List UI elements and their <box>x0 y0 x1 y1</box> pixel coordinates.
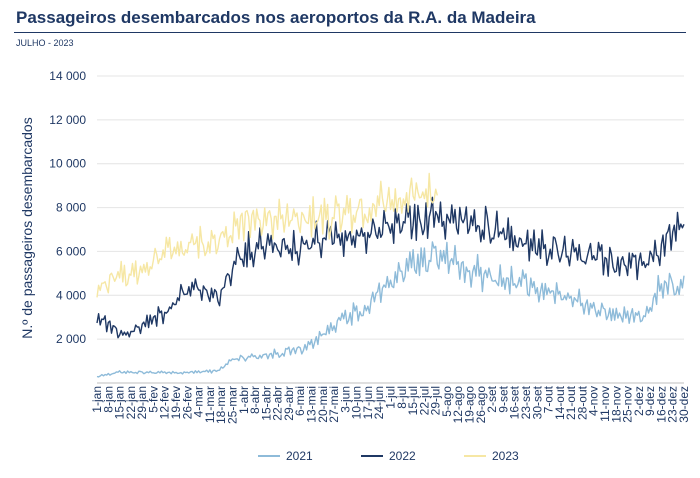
y-tick-label: 6 000 <box>56 244 86 258</box>
x-tick-label: 18-mar <box>214 386 228 424</box>
x-tick-label: 5-ago <box>440 386 454 417</box>
x-tick-label: 29-jan <box>135 386 149 419</box>
y-tick-label: 4 000 <box>56 288 86 302</box>
x-tick-label: 28-out <box>575 385 589 420</box>
x-tick-label: 26-ago <box>474 386 488 424</box>
x-tick-label: 8-abr <box>248 386 262 414</box>
series-line-2023 <box>96 172 438 298</box>
x-tick-label: 18-nov <box>609 386 623 423</box>
series-lines <box>96 172 685 378</box>
y-axis-ticks: 2 000 4 000 6 000 8 000 10 000 12 000 14 000 <box>49 69 86 346</box>
x-tick-label: 1-jan <box>90 386 104 413</box>
x-tick-label: 30-set <box>530 385 544 419</box>
x-tick-label: 22-jul <box>417 386 431 415</box>
x-tick-label: 2-dez <box>632 386 646 416</box>
chart-title: Passageiros desembarcados nos aeroportos… <box>16 8 536 27</box>
x-tick-label: 27-mai <box>327 386 341 423</box>
x-tick-label: 15-jan <box>113 386 127 419</box>
x-tick-label: 3-jun <box>338 386 352 413</box>
x-tick-label: 1-jul <box>384 386 398 409</box>
x-tick-label: 15-jul <box>406 386 420 415</box>
x-tick-label: 10-jun <box>350 386 364 419</box>
x-tick-label: 4-mar <box>192 386 206 417</box>
x-tick-label: 15-abr <box>259 386 273 421</box>
x-tick-label: 30-dez <box>677 386 691 423</box>
x-tick-label: 25-nov <box>621 386 635 423</box>
x-tick-label: 16-set <box>508 385 522 419</box>
x-tick-label: 9-set <box>496 385 510 412</box>
x-tick-label: 19-ago <box>463 386 477 424</box>
series-line-2021 <box>96 241 685 378</box>
x-tick-label: 17-jun <box>361 386 375 419</box>
x-tick-label: 9-dez <box>643 386 657 416</box>
x-tick-label: 23-set <box>519 385 533 419</box>
x-tick-label: 22-jan <box>124 386 138 419</box>
x-tick-label: 11-nov <box>598 386 612 422</box>
chart-subtitle: JULHO - 2023 <box>16 38 74 48</box>
legend-label: 2023 <box>492 449 519 463</box>
legend-label: 2022 <box>389 449 416 463</box>
title-divider <box>14 32 686 33</box>
legend-label: 2021 <box>286 449 313 463</box>
y-tick-label: 8 000 <box>56 201 86 215</box>
x-tick-label: 22-abr <box>271 386 285 421</box>
x-tick-label: 13-mai <box>304 386 318 423</box>
x-tick-label: 29-abr <box>282 386 296 421</box>
x-tick-label: 20-mai <box>316 386 330 423</box>
x-tick-label: 21-out <box>564 385 578 420</box>
x-tick-label: 12-fev <box>158 386 172 419</box>
y-tick-label: 2 000 <box>56 332 86 346</box>
y-tick-label: 14 000 <box>49 69 86 83</box>
x-tick-label: 25-mar <box>225 386 239 424</box>
x-tick-label: 1-abr <box>237 386 251 414</box>
x-tick-label: 16-dez <box>654 386 668 423</box>
x-tick-label: 5-fev <box>146 386 160 413</box>
x-tick-label: 6-mai <box>293 386 307 416</box>
gridlines <box>97 75 684 340</box>
x-tick-label: 14-out <box>553 385 567 420</box>
x-tick-label: 19-fev <box>169 386 183 419</box>
y-tick-label: 12 000 <box>49 113 86 127</box>
x-tick-label: 29-jul <box>429 386 443 415</box>
x-tick-label: 23-dez <box>666 386 680 423</box>
legend: 2021 2022 2023 <box>258 449 519 463</box>
x-axis-ticks: 1-jan8-jan15-jan22-jan29-jan5-fev12-fev1… <box>90 385 691 424</box>
series-line-2022 <box>96 196 685 339</box>
x-tick-label: 24-jun <box>372 386 386 419</box>
x-tick-label: 2-set <box>485 385 499 412</box>
x-tick-label: 11-mar <box>203 386 217 423</box>
x-tick-label: 26-fev <box>180 386 194 419</box>
y-tick-label: 10 000 <box>49 157 86 171</box>
x-tick-label: 8-jul <box>395 386 409 409</box>
x-tick-label: 7-out <box>542 385 556 413</box>
y-axis-label: N.º de passageiros desembarcados <box>19 117 35 338</box>
x-tick-label: 4-nov <box>587 386 601 416</box>
x-tick-label: 8-jan <box>101 386 115 413</box>
x-tick-label: 12-ago <box>451 386 465 424</box>
